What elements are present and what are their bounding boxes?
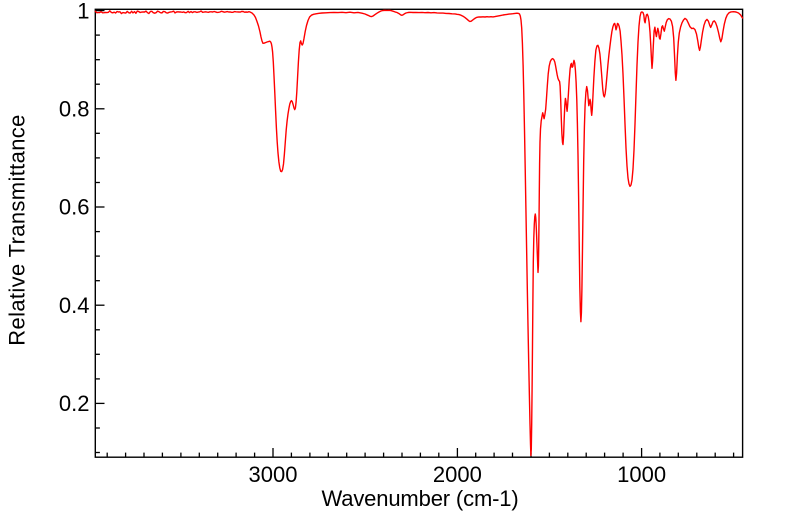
svg-text:0.8: 0.8 — [59, 97, 90, 122]
svg-text:3000: 3000 — [249, 462, 298, 487]
svg-text:1000: 1000 — [617, 462, 666, 487]
svg-text:0.4: 0.4 — [59, 293, 90, 318]
svg-text:0.6: 0.6 — [59, 195, 90, 220]
svg-text:2000: 2000 — [433, 462, 482, 487]
svg-text:Relative Transmittance: Relative Transmittance — [5, 114, 30, 345]
svg-text:1: 1 — [77, 0, 89, 23]
svg-text:Wavenumber (cm-1): Wavenumber (cm-1) — [321, 486, 518, 511]
svg-text:0.2: 0.2 — [59, 391, 90, 416]
